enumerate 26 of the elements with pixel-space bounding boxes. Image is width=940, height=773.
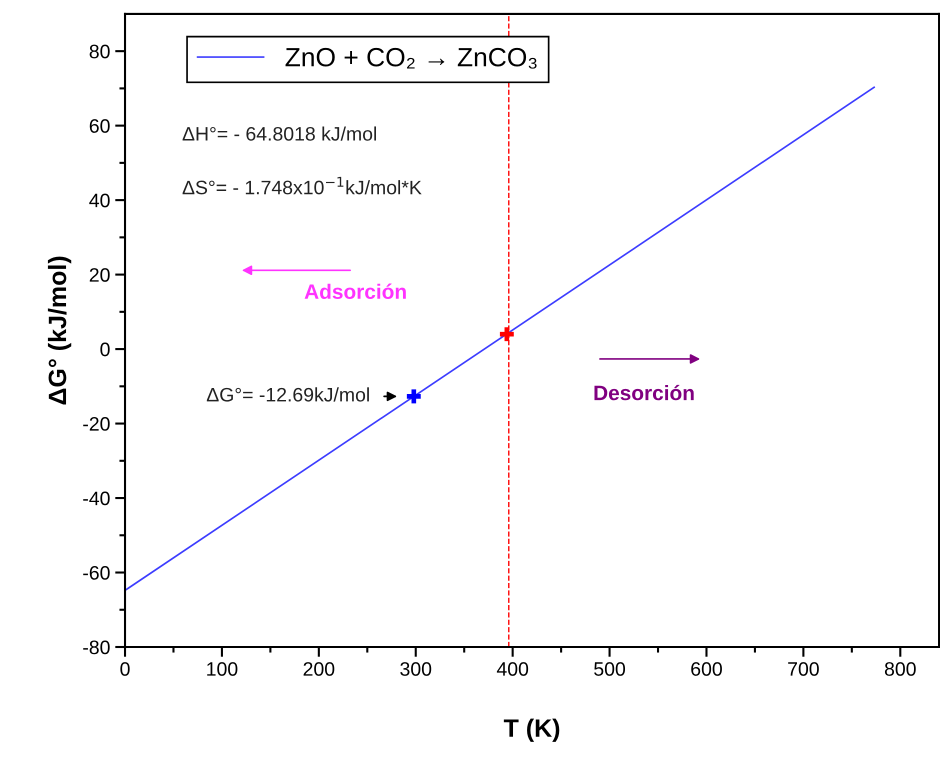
x-tick-label: 700	[788, 662, 819, 676]
x-tick-label: 400	[496, 662, 528, 676]
y-tick-label: 80	[90, 44, 110, 58]
y-tick-label: 0	[100, 342, 110, 356]
legend-label: ZnO + CO₂ → ZnCO₃	[286, 48, 537, 69]
y-tick-label: -60	[83, 566, 110, 580]
y-tick-label: -80	[83, 640, 110, 654]
x-tick-label: 600	[691, 662, 722, 676]
y-tick-label: -20	[83, 417, 110, 431]
annotation: ΔG°= -12.69kJ/mol	[206, 387, 369, 402]
y-axis-title: ΔG° (kJ/mol)	[48, 256, 72, 405]
annotation: ΔS°= - 1.748x10$^{−1}$kJ/mol*K	[182, 176, 422, 194]
x-axis-title: T (K)	[504, 718, 560, 742]
x-tick-label: 500	[594, 662, 626, 676]
annotation: Desorción	[594, 384, 694, 400]
annotation: Adsorción	[304, 284, 406, 300]
annotation: ΔH°= - 64.8018 kJ/mol	[182, 126, 376, 141]
x-tick-label: 0	[120, 662, 130, 676]
y-tick-label: 20	[90, 268, 110, 282]
x-tick-label: 300	[400, 662, 432, 676]
x-tick-label: 200	[304, 662, 334, 676]
x-tick-label: 800	[884, 662, 916, 676]
x-tick-label: 100	[207, 662, 238, 676]
y-tick-label: 40	[89, 194, 110, 208]
y-tick-label: 60	[90, 119, 110, 133]
y-tick-label: -40	[83, 492, 110, 506]
